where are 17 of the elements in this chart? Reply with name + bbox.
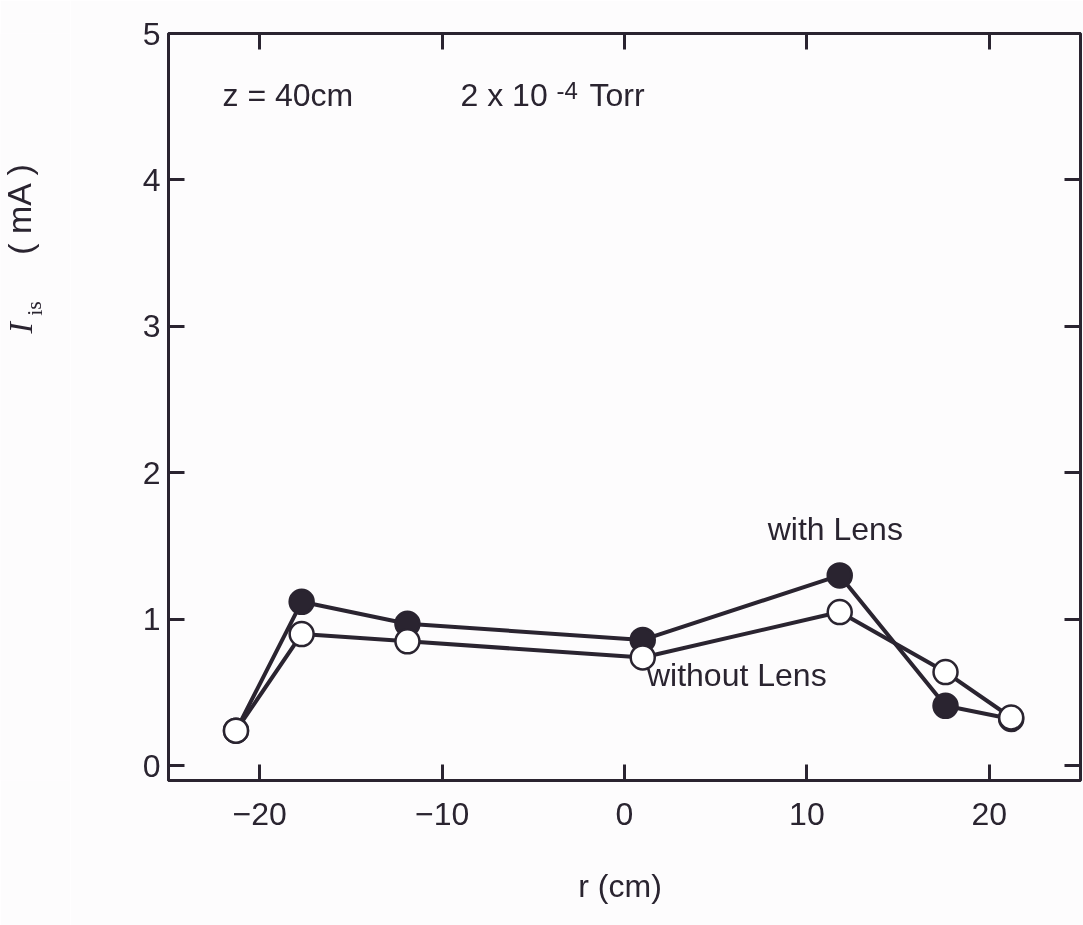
x-tick-label: −10	[414, 795, 470, 832]
annotation: 2 x 10-4 Torr	[460, 76, 645, 113]
y-tick-label: 5	[142, 15, 161, 52]
series-label: without Lens	[645, 656, 827, 693]
y-tick-label: 2	[142, 454, 161, 491]
x-axis-title: r (cm)	[578, 867, 662, 904]
x-tick-label: 10	[789, 795, 825, 832]
x-tick-label: 20	[971, 795, 1008, 832]
series-label: with Lens	[766, 511, 903, 548]
y-tick-label: 3	[142, 308, 161, 345]
y-tick-label: 0	[142, 747, 161, 784]
x-tick-label: −20	[232, 795, 287, 832]
y-tick-label: 1	[142, 601, 161, 638]
x-tick-label: 0	[615, 795, 634, 832]
y-tick-label: 4	[142, 161, 161, 198]
text: Iis ( mA )	[0, 164, 47, 334]
annotation: z = 40cm	[222, 76, 354, 113]
